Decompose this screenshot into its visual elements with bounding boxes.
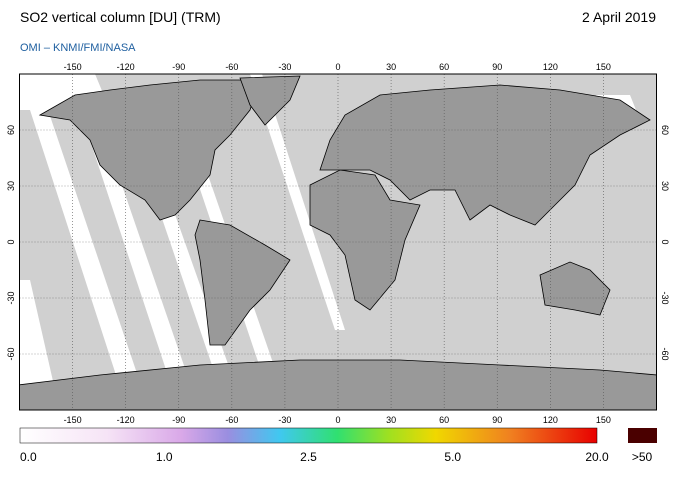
lon-tick-label: 150 [596, 415, 611, 425]
lon-tick-label: -150 [64, 62, 82, 72]
source: OMI – KNMI/FMI/NASA [20, 42, 136, 54]
lat-tick-label: 0 [6, 239, 16, 244]
colorbar-overflow-label: >50 [632, 450, 653, 464]
map-frame [19, 73, 657, 411]
lon-tick-label: -30 [278, 415, 291, 425]
lon-tick-label: 120 [543, 62, 558, 72]
tick-labels: -150 -150 -120 -120 -90 -90 -60 -60 -30 -30 0 0 30 30… [6, 62, 670, 425]
date: 2 April 2019 [582, 9, 656, 25]
lon-tick-label: -120 [117, 62, 135, 72]
lon-tick-label: -90 [172, 62, 185, 72]
graticule [19, 74, 657, 410]
colorbar-overflow [628, 428, 657, 443]
colorbar-label: 2.5 [300, 450, 317, 464]
lon-tick-label: 30 [386, 62, 396, 72]
lat-tick-label: 30 [660, 181, 670, 191]
colorbar [19, 427, 598, 444]
lat-tick-label: -30 [6, 291, 16, 304]
lon-tick-label: 0 [335, 62, 340, 72]
lat-tick-label: 0 [660, 239, 670, 244]
colorbar-label: 20.0 [585, 450, 609, 464]
lat-tick-label: -60 [6, 347, 16, 360]
lon-tick-label: -90 [172, 415, 185, 425]
lat-tick-label: -30 [660, 291, 670, 304]
lon-tick-label: 150 [596, 62, 611, 72]
map [19, 74, 657, 410]
title: SO2 vertical column [DU] (TRM) [20, 9, 221, 25]
lat-tick-label: 60 [6, 125, 16, 135]
lon-tick-label: 60 [439, 62, 449, 72]
lon-tick-label: -30 [278, 62, 291, 72]
lon-tick-label: -60 [225, 415, 238, 425]
lon-tick-label: -60 [225, 62, 238, 72]
lat-tick-label: 30 [6, 181, 16, 191]
lon-tick-label: 0 [335, 415, 340, 425]
colorbar-label: 0.0 [20, 450, 37, 464]
lon-tick-label: 90 [492, 62, 502, 72]
lon-tick-label: 120 [543, 415, 558, 425]
lon-tick-label: 30 [386, 415, 396, 425]
lon-tick-label: -150 [64, 415, 82, 425]
lon-tick-label: 90 [492, 415, 502, 425]
colorbar-label: 1.0 [156, 450, 173, 464]
land [19, 75, 657, 410]
lat-tick-label: -60 [660, 347, 670, 360]
colorbar-labels: 0.0 1.0 2.5 5.0 20.0 [20, 450, 609, 464]
lon-tick-label: -120 [117, 415, 135, 425]
colorbar-label: 5.0 [444, 450, 461, 464]
lon-tick-label: 60 [439, 415, 449, 425]
lat-tick-label: 60 [660, 125, 670, 135]
